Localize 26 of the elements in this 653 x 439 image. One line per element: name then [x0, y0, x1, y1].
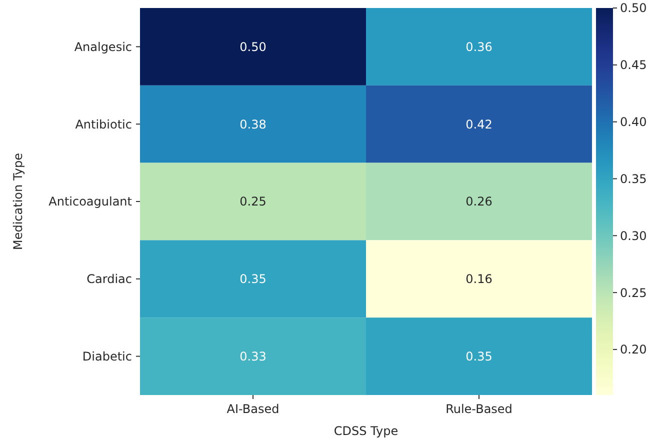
- y-axis-title: Medication Type: [11, 152, 25, 250]
- color-bar-label: 0.30: [620, 228, 647, 243]
- color-bar-label: 0.50: [620, 1, 647, 16]
- y-tick-label: Diabetic: [82, 350, 132, 364]
- x-tick-label: Rule-Based: [446, 402, 512, 416]
- data-label: 0.35: [466, 350, 492, 364]
- data-label: 0.50: [240, 40, 266, 54]
- data-label: 0.35: [240, 272, 266, 286]
- y-tick-label: Antibiotic: [75, 117, 132, 132]
- data-label: 0.36: [466, 40, 492, 54]
- x-axis-title: CDSS Type: [334, 424, 398, 438]
- color-bar-label: 0.20: [620, 342, 647, 357]
- data-label: 0.42: [466, 117, 492, 132]
- data-label: 0.33: [240, 350, 266, 364]
- y-tick-label: Analgesic: [74, 40, 132, 54]
- data-label: 0.26: [466, 194, 492, 209]
- color-bar-label: 0.45: [620, 58, 647, 72]
- y-tick-label: Cardiac: [86, 272, 132, 286]
- data-label: 0.16: [466, 272, 492, 286]
- color-bar-label: 0.35: [620, 172, 647, 186]
- data-label: 0.25: [240, 194, 266, 209]
- y-tick-label: Anticoagulant: [48, 194, 132, 209]
- color-bar-label: 0.25: [620, 286, 647, 300]
- color-bar-label: 0.40: [620, 115, 647, 130]
- data-label: 0.38: [240, 117, 266, 132]
- x-tick-label: AI-Based: [226, 402, 280, 416]
